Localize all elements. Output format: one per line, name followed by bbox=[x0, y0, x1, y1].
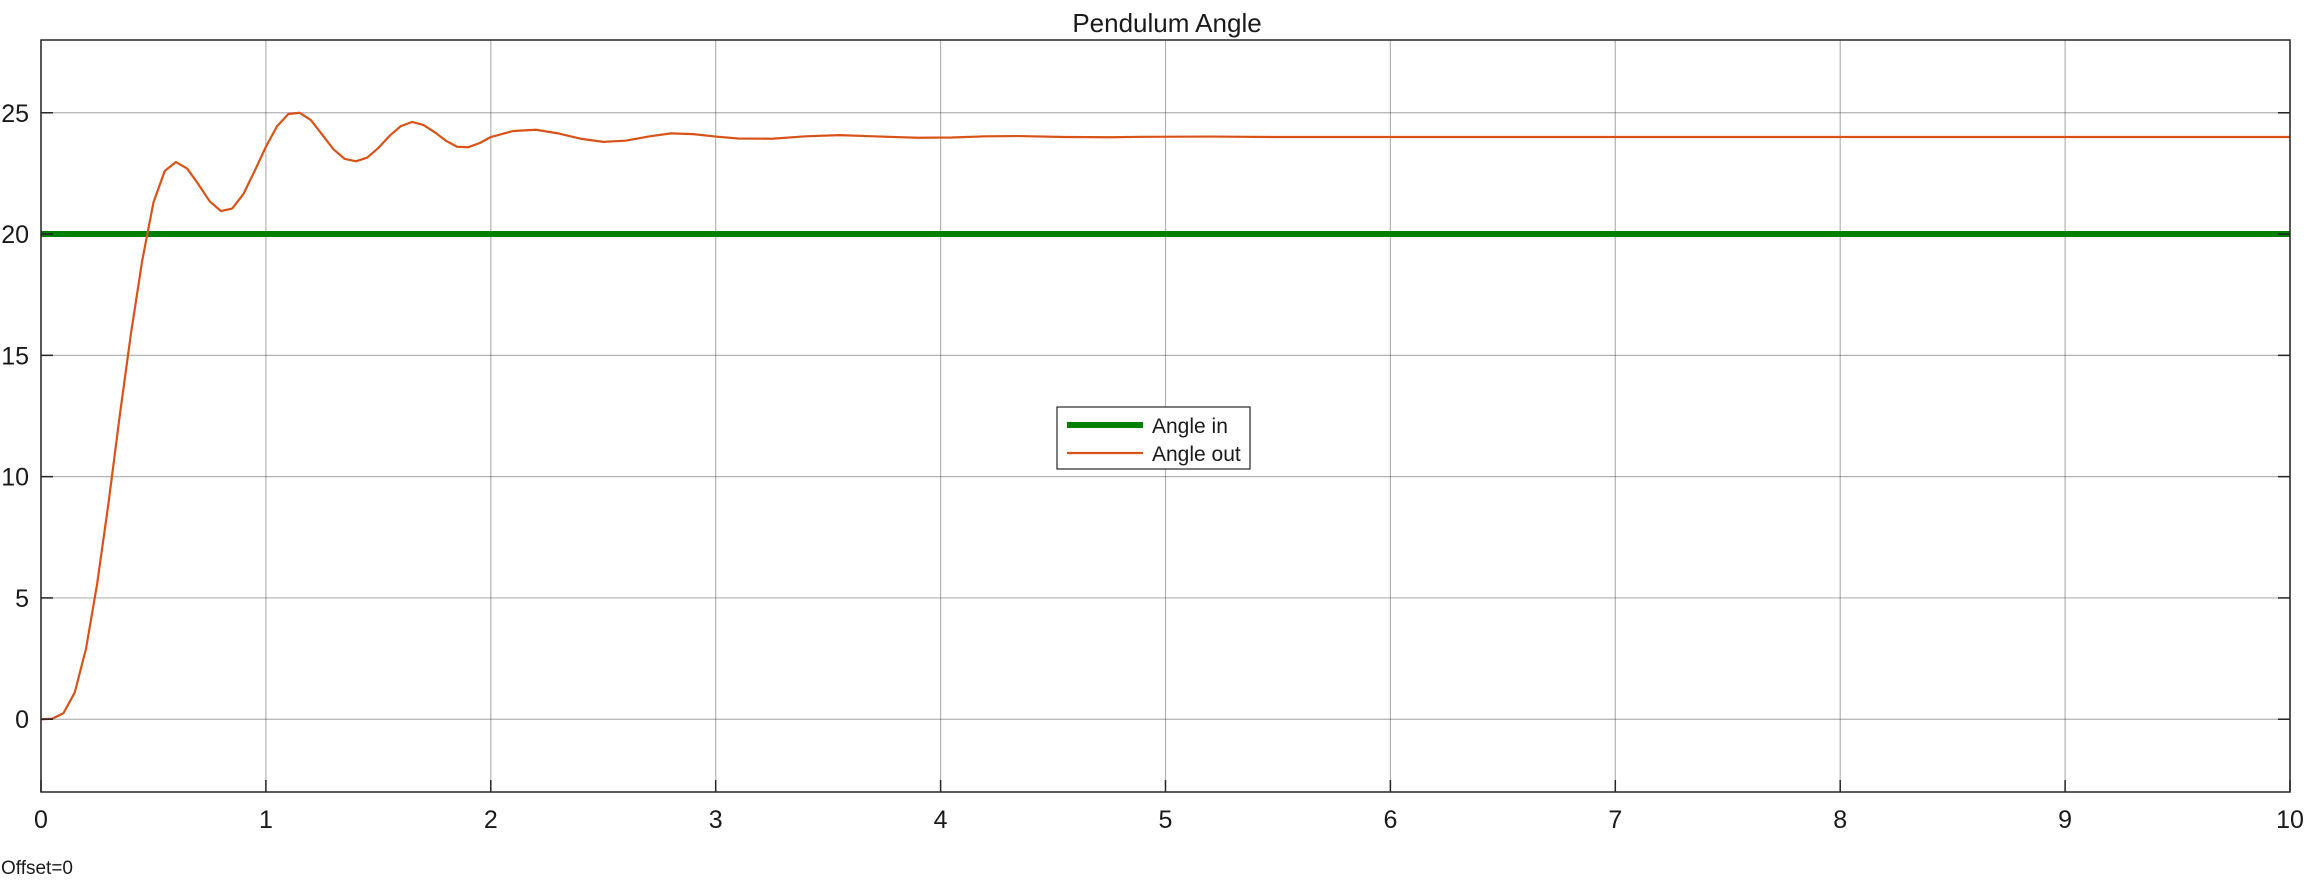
x-tick-label: 3 bbox=[709, 806, 723, 834]
x-tick-label: 2 bbox=[484, 806, 498, 834]
x-tick-label: 8 bbox=[1833, 806, 1847, 834]
legend-entry-2: Angle out bbox=[1152, 443, 1241, 466]
x-tick-label: 9 bbox=[2058, 806, 2072, 834]
x-tick-label: 0 bbox=[34, 806, 48, 834]
tick-labels: 0 1 2 3 4 5 6 7 8 9 10 0 5 10 15 20 25 bbox=[1, 100, 2304, 834]
x-tick-label: 10 bbox=[2276, 806, 2304, 834]
legend: Angle in Angle out bbox=[1056, 406, 1251, 470]
series-line-2 bbox=[40, 111, 2290, 721]
y-tick-label: 5 bbox=[15, 585, 29, 613]
plot-series bbox=[40, 111, 2290, 721]
y-tick-label: 0 bbox=[15, 706, 29, 734]
x-tick-label: 5 bbox=[1159, 806, 1173, 834]
x-tick-label: 1 bbox=[259, 806, 273, 834]
y-tick-label: 15 bbox=[1, 342, 29, 370]
x-tick-label: 6 bbox=[1383, 806, 1397, 834]
legend-entry-1: Angle in bbox=[1152, 415, 1228, 438]
y-tick-label: 10 bbox=[1, 464, 29, 492]
x-tick-label: 4 bbox=[934, 806, 948, 834]
chart-title: Pendulum Angle bbox=[1072, 8, 1261, 38]
x-tick-label: 7 bbox=[1608, 806, 1622, 834]
y-tick-label: 20 bbox=[1, 221, 29, 249]
plot-axes bbox=[40, 39, 2291, 793]
legend-box bbox=[1056, 406, 1251, 470]
y-tick-label: 25 bbox=[1, 100, 29, 128]
offset-label: Offset=0 bbox=[1, 858, 74, 879]
